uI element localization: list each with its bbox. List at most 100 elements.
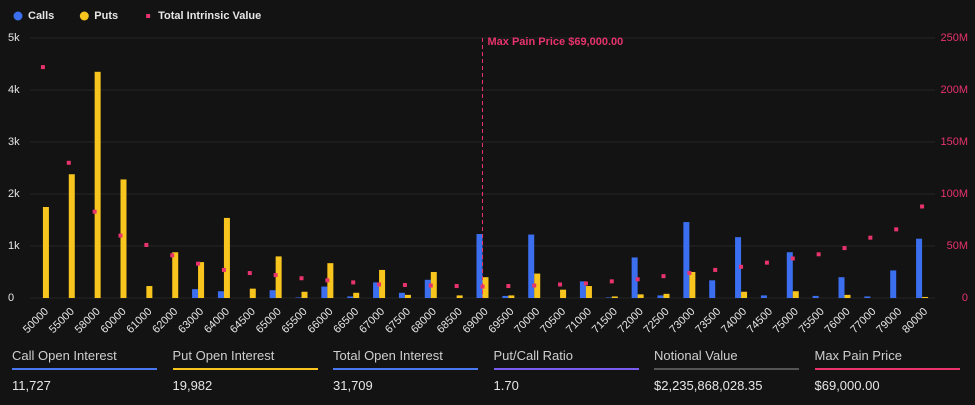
bar <box>192 289 199 298</box>
point <box>221 267 226 272</box>
stat-value: 11,727 <box>12 378 51 393</box>
y-tick-label: 2k <box>8 188 20 200</box>
x-tick-label: 67000 <box>357 306 387 336</box>
bar <box>605 297 612 298</box>
stat-underline <box>333 368 478 370</box>
x-tick-label: 79000 <box>874 306 904 336</box>
point <box>532 283 537 288</box>
y-tick-label: 5k <box>8 32 20 44</box>
stat: Put Open Interest 19,982 <box>172 340 318 405</box>
bar <box>786 252 793 298</box>
point <box>454 284 459 289</box>
bar <box>864 296 871 298</box>
chart: 0 1k 2k 3k 4k 5k 0 50M 100M 150M 200M 250M Calls Puts… <box>8 10 968 336</box>
y2-tick-label: 100M <box>940 188 968 200</box>
bar <box>301 291 308 298</box>
bar <box>637 294 644 298</box>
point <box>170 253 175 258</box>
stats: Call Open Interest 11,727 Put Open Interes… <box>0 340 975 405</box>
point <box>687 271 692 276</box>
bar <box>916 238 923 298</box>
bar <box>373 282 380 298</box>
stat-label: Max Pain Price <box>814 348 902 363</box>
bar <box>709 280 716 298</box>
bar <box>890 270 897 298</box>
bar <box>585 286 592 298</box>
x-tick-label: 64000 <box>202 306 232 336</box>
point <box>273 273 278 278</box>
bar <box>68 174 75 298</box>
y-tick-label: 1k <box>8 240 20 252</box>
bar <box>631 257 638 298</box>
x-tick-label: 68000 <box>409 306 439 336</box>
bar <box>502 295 509 298</box>
point <box>299 276 304 281</box>
point <box>583 281 588 286</box>
stat: Call Open Interest 11,727 <box>12 340 157 405</box>
point <box>609 279 614 284</box>
bar <box>42 207 49 298</box>
x-tick-label: 80000 <box>900 306 930 336</box>
stat-underline <box>12 368 157 370</box>
bar <box>528 234 535 298</box>
stat-value: 19,982 <box>172 378 213 393</box>
x-tick-label: 76000 <box>823 306 853 336</box>
point <box>351 280 356 285</box>
bar <box>269 290 276 298</box>
x-tick-label: 67500 <box>383 306 413 336</box>
bar <box>683 222 690 298</box>
bar <box>398 292 405 298</box>
stat-value: 1.70 <box>493 378 519 393</box>
point <box>920 204 925 209</box>
bar <box>482 277 489 298</box>
stat-underline <box>172 368 318 370</box>
bar <box>404 294 411 298</box>
bar <box>657 295 664 298</box>
x-tick-label: 62000 <box>150 306 180 336</box>
bar <box>172 252 179 298</box>
point <box>92 209 97 214</box>
x-tick-label: 55000 <box>47 306 77 336</box>
point <box>661 274 666 279</box>
stat-underline <box>814 368 960 370</box>
x-tick-label: 73000 <box>667 306 697 336</box>
x-tick-label: 65000 <box>254 306 284 336</box>
stat-underline <box>654 368 799 370</box>
legend-label: Calls <box>28 10 54 22</box>
x-tick-label: 70000 <box>512 306 542 336</box>
stat-label: Total Open Interest <box>333 348 443 363</box>
legend-marker <box>79 11 89 21</box>
point <box>377 282 382 287</box>
point <box>816 252 821 257</box>
x-tick-label: 69000 <box>461 306 491 336</box>
x-tick-label: 73500 <box>693 306 723 336</box>
x-tick-label: 72500 <box>642 306 672 336</box>
x-tick-label: 74000 <box>719 306 749 336</box>
stat-value: $69,000.00 <box>814 378 880 393</box>
x-tick-label: 70500 <box>538 306 568 336</box>
bar <box>663 293 670 298</box>
bar <box>275 256 282 298</box>
stat-label: Put Open Interest <box>172 348 275 363</box>
bar <box>534 273 541 298</box>
point <box>428 283 433 288</box>
bar <box>94 71 101 298</box>
legend-label: Total Intrinsic Value <box>158 10 261 22</box>
x-tick-label: 61000 <box>124 306 154 336</box>
bar <box>347 296 354 298</box>
point <box>713 267 718 272</box>
bar <box>146 286 153 298</box>
bar <box>327 263 334 298</box>
legend-marker <box>146 14 151 18</box>
point <box>144 242 149 247</box>
x-tick-label: 69500 <box>486 306 516 336</box>
point <box>868 235 873 240</box>
x-tick-label: 71000 <box>564 306 594 336</box>
x-tick-label: 77000 <box>848 306 878 336</box>
x-tick-label: 50000 <box>21 306 51 336</box>
point <box>66 160 71 165</box>
bar <box>812 295 819 298</box>
bar <box>476 234 483 298</box>
bar <box>844 294 851 298</box>
y-tick-label: 4k <box>8 84 20 96</box>
